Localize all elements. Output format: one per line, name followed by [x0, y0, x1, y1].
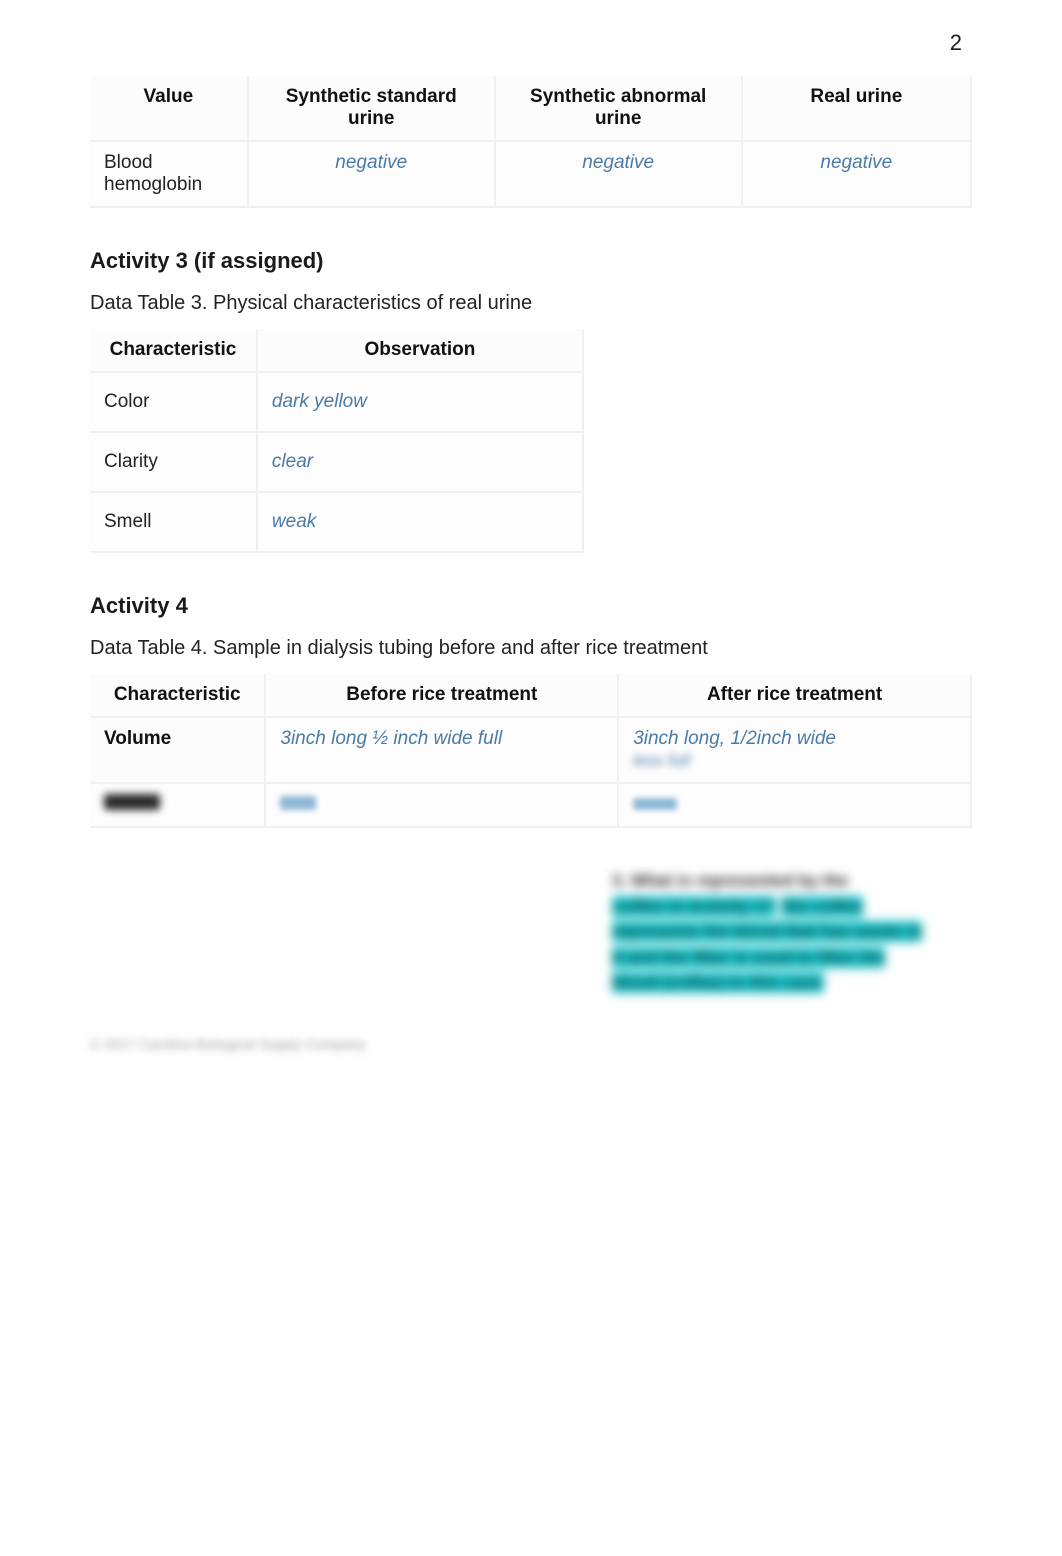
row-label: Clarity — [90, 433, 258, 493]
table-4: Characteristic Before rice treatment Aft… — [90, 674, 972, 828]
table-row: Characteristic Before rice treatment Aft… — [90, 674, 972, 718]
table-row: Clarity clear — [90, 433, 584, 493]
activity-4-title: Activity 4 — [90, 593, 972, 619]
blurred-answer-block: 3. What is represented by the coffee in … — [90, 868, 972, 996]
table-3-caption: Data Table 3. Physical characteristics o… — [90, 292, 972, 315]
row-label: Smell — [90, 493, 258, 553]
col-header: Synthetic abnormal urine — [496, 76, 743, 142]
col-header: Before rice treatment — [266, 674, 619, 718]
col-header: Value — [90, 76, 249, 142]
blurred-text — [280, 796, 316, 810]
cell-value: negative — [743, 142, 972, 208]
table-row: Value Synthetic standard urine Synthetic… — [90, 76, 972, 142]
col-header: Observation — [258, 329, 584, 373]
cell-value: weak — [258, 493, 584, 553]
cell-value: negative — [496, 142, 743, 208]
row-label — [90, 784, 266, 828]
copyright-footer: © 2017 Carolina Biological Supply Compan… — [90, 1036, 972, 1052]
row-label: Volume — [90, 718, 266, 784]
col-header: Characteristic — [90, 329, 258, 373]
blurred-text — [633, 798, 677, 810]
table-4-caption: Data Table 4. Sample in dialysis tubing … — [90, 637, 972, 660]
table-3: Characteristic Observation Color dark ye… — [90, 329, 584, 553]
blurred-text: less full — [633, 751, 690, 771]
col-header: Real urine — [743, 76, 972, 142]
table-row: Color dark yellow — [90, 373, 584, 433]
table-row: Smell weak — [90, 493, 584, 553]
table-row: Blood hemoglobin negative negative negat… — [90, 142, 972, 208]
cell-value: clear — [258, 433, 584, 493]
table-1: Value Synthetic standard urine Synthetic… — [90, 76, 972, 208]
table-row: Characteristic Observation — [90, 329, 584, 373]
table-row: Volume 3inch long ½ inch wide full 3inch… — [90, 718, 972, 784]
blurred-text — [104, 794, 160, 810]
col-header: Characteristic — [90, 674, 266, 718]
cell-value: dark yellow — [258, 373, 584, 433]
highlight-text: coffee in Activity 1? — [612, 896, 776, 917]
cell-value: 3inch long, 1/2inch wide less full — [619, 718, 972, 784]
cell-value: negative — [249, 142, 496, 208]
table-row — [90, 784, 972, 828]
row-label: Blood hemoglobin — [90, 142, 249, 208]
activity-3-title: Activity 3 (if assigned) — [90, 248, 972, 274]
cell-value — [266, 784, 619, 828]
col-header: Synthetic standard urine — [249, 76, 496, 142]
question-lead: 3. What is represented by the — [612, 871, 848, 890]
cell-value: 3inch long ½ inch wide full — [266, 718, 619, 784]
col-header: After rice treatment — [619, 674, 972, 718]
row-label: Color — [90, 373, 258, 433]
page-number: 2 — [90, 30, 972, 56]
cell-value — [619, 784, 972, 828]
